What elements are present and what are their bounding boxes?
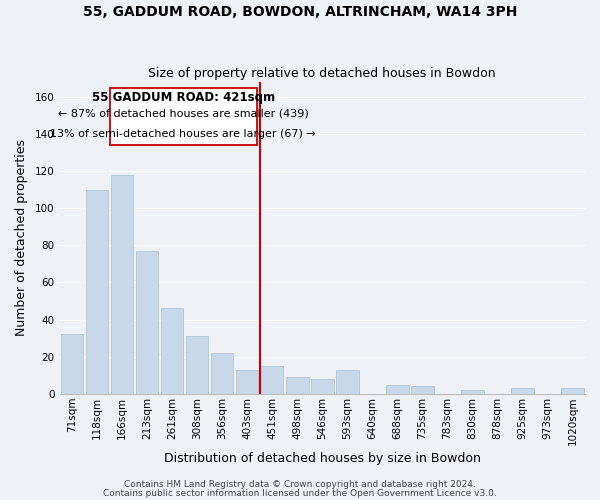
- FancyBboxPatch shape: [110, 88, 257, 145]
- Bar: [286, 377, 308, 394]
- Bar: [236, 370, 259, 394]
- Bar: [186, 336, 208, 394]
- Bar: [461, 390, 484, 394]
- Bar: [386, 384, 409, 394]
- Bar: [86, 190, 109, 394]
- Bar: [511, 388, 534, 394]
- Bar: [261, 366, 283, 394]
- Bar: [61, 334, 83, 394]
- Text: Contains HM Land Registry data © Crown copyright and database right 2024.: Contains HM Land Registry data © Crown c…: [124, 480, 476, 489]
- Text: 13% of semi-detached houses are larger (67) →: 13% of semi-detached houses are larger (…: [50, 128, 316, 138]
- Bar: [336, 370, 359, 394]
- Text: 55 GADDUM ROAD: 421sqm: 55 GADDUM ROAD: 421sqm: [92, 92, 275, 104]
- Y-axis label: Number of detached properties: Number of detached properties: [15, 140, 28, 336]
- Text: Contains public sector information licensed under the Open Government Licence v3: Contains public sector information licen…: [103, 488, 497, 498]
- Bar: [211, 353, 233, 394]
- Bar: [561, 388, 584, 394]
- Text: 55, GADDUM ROAD, BOWDON, ALTRINCHAM, WA14 3PH: 55, GADDUM ROAD, BOWDON, ALTRINCHAM, WA1…: [83, 5, 517, 19]
- Bar: [161, 308, 184, 394]
- Title: Size of property relative to detached houses in Bowdon: Size of property relative to detached ho…: [148, 66, 496, 80]
- X-axis label: Distribution of detached houses by size in Bowdon: Distribution of detached houses by size …: [164, 452, 481, 465]
- Bar: [411, 386, 434, 394]
- Bar: [136, 251, 158, 394]
- Text: ← 87% of detached houses are smaller (439): ← 87% of detached houses are smaller (43…: [58, 108, 308, 118]
- Bar: [111, 175, 133, 394]
- Bar: [311, 379, 334, 394]
